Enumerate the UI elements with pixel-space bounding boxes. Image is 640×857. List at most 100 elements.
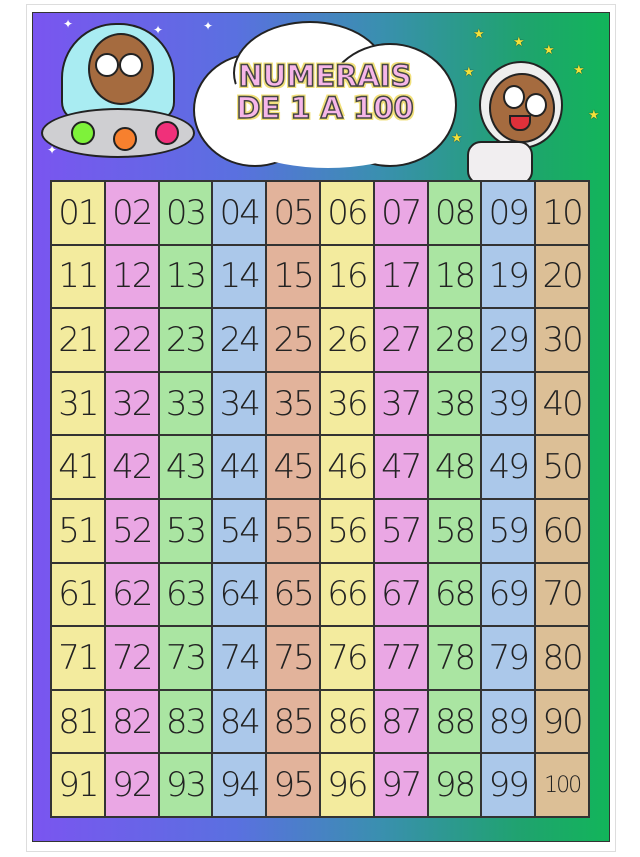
numbers-grid: 01 02 03 04 05 06 07 08 09 10 11 12 13 14 15 16 17 18 19 20… [50, 180, 590, 818]
number-cell: 25 [266, 308, 320, 372]
number-cell: 72 [104, 626, 159, 690]
number-cell: 87 [373, 689, 428, 754]
number-cell: 09 [481, 181, 536, 245]
number-cell: 19 [481, 244, 536, 309]
number-cell: 74 [212, 626, 267, 690]
star-icon: ★ [451, 131, 463, 146]
number-cell: 37 [373, 371, 428, 436]
number-cell: 39 [481, 371, 536, 436]
star-icon: ✦ [63, 17, 74, 31]
number-cell: 96 [319, 753, 374, 817]
number-cell: 90 [535, 689, 589, 754]
title-line-2: DE 1 A 100 [236, 91, 415, 125]
number-cell: 79 [481, 626, 536, 690]
number-cell: 04 [212, 181, 267, 245]
number-cell: 07 [373, 181, 428, 245]
number-cell: 51 [51, 498, 105, 563]
number-cell: 55 [266, 498, 320, 563]
number-cell: 44 [212, 435, 267, 499]
number-cell: 13 [158, 244, 213, 309]
poster-title: NUMERAIS DE 1 A 100 [215, 59, 435, 125]
number-cell: 10 [535, 181, 589, 245]
number-cell: 88 [427, 689, 482, 754]
star-icon: ★ [573, 63, 585, 78]
number-cell: 94 [212, 753, 267, 817]
number-cell: 15 [266, 244, 320, 309]
number-cell: 27 [373, 308, 428, 372]
number-cell: 17 [373, 244, 428, 309]
number-cell: 14 [212, 244, 267, 309]
number-cell: 36 [319, 371, 374, 436]
number-cell: 41 [51, 435, 105, 499]
number-cell: 73 [158, 626, 213, 690]
number-cell: 92 [104, 753, 159, 817]
number-cell: 66 [319, 562, 374, 627]
star-icon: ★ [588, 108, 600, 123]
number-cell: 81 [51, 689, 105, 754]
number-cell: 58 [427, 498, 482, 563]
star-icon: ✦ [153, 23, 164, 37]
number-cell: 06 [319, 181, 374, 245]
number-cell: 75 [266, 626, 320, 690]
number-cell: 86 [319, 689, 374, 754]
number-cell: 22 [104, 308, 159, 372]
star-icon: ★ [463, 65, 475, 80]
number-cell: 18 [427, 244, 482, 309]
number-cell: 43 [158, 435, 213, 499]
number-cell: 01 [51, 181, 105, 245]
number-cell: 40 [535, 371, 589, 436]
number-cell: 49 [481, 435, 536, 499]
number-cell: 69 [481, 562, 536, 627]
number-cell: 98 [427, 753, 482, 817]
number-cell: 50 [535, 435, 589, 499]
number-cell: 31 [51, 371, 105, 436]
number-cell: 82 [104, 689, 159, 754]
number-cell: 35 [266, 371, 320, 436]
title-line-1: NUMERAIS [238, 59, 412, 93]
star-icon: ✦ [47, 143, 58, 157]
number-cell: 97 [373, 753, 428, 817]
number-cell: 83 [158, 689, 213, 754]
number-cell: 80 [535, 626, 589, 690]
number-cell: 52 [104, 498, 159, 563]
number-cell: 03 [158, 181, 213, 245]
number-cell: 91 [51, 753, 105, 817]
number-cell: 70 [535, 562, 589, 627]
number-cell: 21 [51, 308, 105, 372]
number-cell: 38 [427, 371, 482, 436]
number-cell: 63 [158, 562, 213, 627]
number-cell: 23 [158, 308, 213, 372]
number-cell: 61 [51, 562, 105, 627]
star-icon: ★ [473, 27, 485, 42]
number-cell: 67 [373, 562, 428, 627]
number-cell: 54 [212, 498, 267, 563]
number-cell: 78 [427, 626, 482, 690]
number-cell: 53 [158, 498, 213, 563]
number-cell: 48 [427, 435, 482, 499]
number-cell: 60 [535, 498, 589, 563]
number-cell: 46 [319, 435, 374, 499]
number-cell: 05 [266, 181, 320, 245]
number-cell: 16 [319, 244, 374, 309]
number-cell: 89 [481, 689, 536, 754]
number-cell: 26 [319, 308, 374, 372]
number-cell: 65 [266, 562, 320, 627]
number-cell: 64 [212, 562, 267, 627]
star-icon: ★ [513, 35, 525, 50]
number-cell: 33 [158, 371, 213, 436]
number-cell: 59 [481, 498, 536, 563]
number-cell: 100 [535, 753, 589, 817]
number-cell: 62 [104, 562, 159, 627]
number-cell: 11 [51, 244, 105, 309]
number-cell: 20 [535, 244, 589, 309]
number-cell: 32 [104, 371, 159, 436]
number-cell: 84 [212, 689, 267, 754]
number-cell: 76 [319, 626, 374, 690]
number-cell: 28 [427, 308, 482, 372]
number-cell: 77 [373, 626, 428, 690]
number-cell: 08 [427, 181, 482, 245]
number-cell: 29 [481, 308, 536, 372]
number-cell: 56 [319, 498, 374, 563]
star-icon: ✦ [203, 19, 214, 33]
star-icon: ★ [543, 43, 555, 58]
